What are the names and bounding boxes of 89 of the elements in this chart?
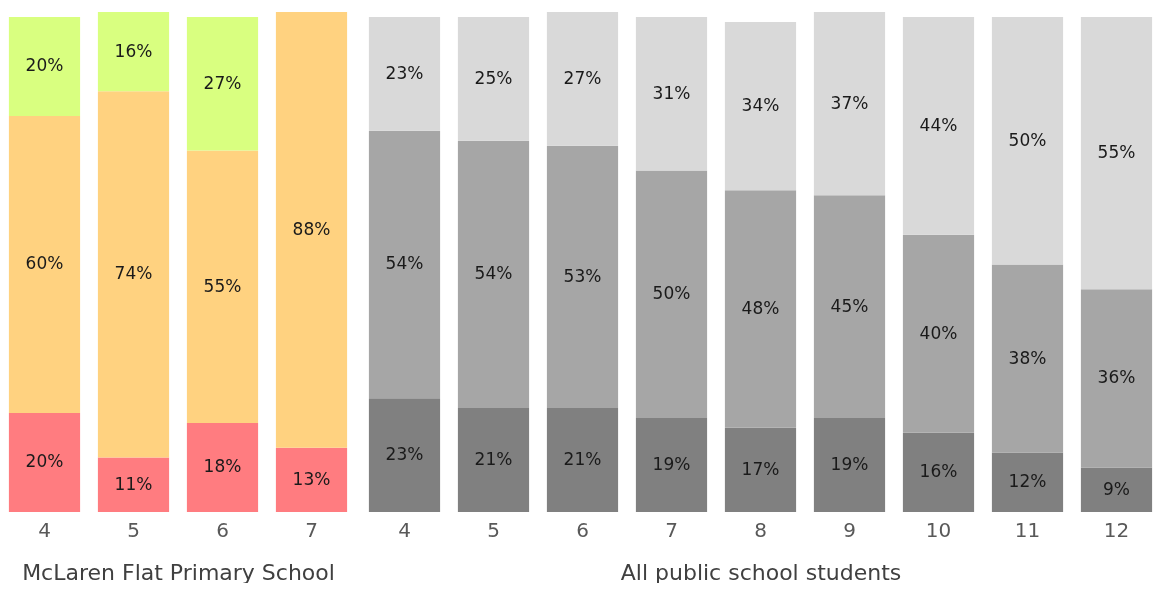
data-label: 74% [114, 263, 153, 284]
data-label: 13% [292, 468, 331, 489]
bar [186, 422, 259, 512]
data-label: 31% [652, 82, 691, 103]
bar [902, 432, 975, 512]
x-tick-label: 10 [925, 517, 952, 542]
bar [813, 195, 886, 418]
bar [902, 234, 975, 433]
data-label: 20% [25, 451, 64, 472]
data-label: 37% [830, 92, 869, 113]
bar [368, 16, 441, 131]
data-label: 53% [563, 265, 602, 286]
bar [186, 150, 259, 423]
bar [8, 412, 81, 512]
bar [724, 427, 797, 512]
data-label: 54% [385, 253, 424, 274]
x-tick-label: 5 [127, 517, 140, 542]
bar [97, 91, 170, 458]
bar [546, 12, 619, 146]
bar [813, 417, 886, 512]
x-tick-label: 9 [843, 517, 856, 542]
bar [1080, 289, 1153, 468]
bar [457, 16, 530, 141]
bar [635, 16, 708, 171]
bar [546, 408, 619, 512]
bar [546, 145, 619, 409]
data-label: 16% [114, 40, 153, 61]
bar [275, 447, 348, 512]
data-label: 50% [1008, 129, 1047, 150]
bar [902, 16, 975, 235]
data-label: 48% [741, 298, 780, 319]
data-label: 27% [563, 67, 602, 88]
data-label: 55% [203, 275, 242, 296]
data-label: 54% [474, 263, 513, 284]
bar [368, 398, 441, 512]
data-label: 45% [830, 295, 869, 316]
bar [97, 457, 170, 512]
data-label: 12% [1008, 471, 1047, 492]
bar [368, 130, 441, 399]
x-tick-label: 4 [38, 517, 51, 542]
x-tick-label: 7 [305, 517, 318, 542]
bar [991, 16, 1064, 265]
bar [635, 417, 708, 512]
bar [724, 21, 797, 191]
data-label: 88% [292, 218, 331, 239]
bar [635, 170, 708, 418]
bar [991, 452, 1064, 512]
bar [991, 264, 1064, 453]
data-label: 36% [1097, 367, 1136, 388]
x-tick-label: 8 [754, 517, 767, 542]
data-label: 16% [919, 461, 958, 482]
bar [8, 115, 81, 413]
data-label: 34% [741, 95, 780, 116]
x-tick-label: 6 [576, 517, 589, 542]
data-label: 19% [830, 453, 869, 474]
data-label: 25% [474, 67, 513, 88]
data-label: 21% [563, 449, 602, 470]
data-label: 21% [474, 449, 513, 470]
x-tick-label: 4 [398, 517, 411, 542]
x-tick-label: 5 [487, 517, 500, 542]
bar [97, 12, 170, 92]
bar [457, 408, 530, 512]
x-tick-label: 6 [216, 517, 229, 542]
data-label: 17% [741, 458, 780, 479]
data-label: 20% [25, 55, 64, 76]
data-label: 19% [652, 453, 691, 474]
data-label: 9% [1103, 478, 1130, 499]
bar [724, 190, 797, 428]
bar [813, 12, 886, 196]
data-label: 18% [203, 456, 242, 477]
data-label: 44% [919, 114, 958, 135]
bar [275, 12, 348, 448]
data-label: 55% [1097, 142, 1136, 163]
bar [1080, 16, 1153, 290]
bar [186, 16, 259, 151]
data-label: 27% [203, 72, 242, 93]
data-label: 60% [25, 253, 64, 274]
data-label: 40% [919, 322, 958, 343]
bar [457, 140, 530, 409]
data-label: 23% [385, 444, 424, 465]
data-label: 38% [1008, 347, 1047, 368]
data-label: 23% [385, 62, 424, 83]
data-label: 50% [652, 283, 691, 304]
bar [1080, 467, 1153, 512]
x-tick-label: 7 [665, 517, 678, 542]
x-tick-label: 11 [1014, 517, 1041, 542]
data-label: 11% [114, 473, 153, 494]
bar [8, 16, 81, 116]
x-tick-label: 12 [1103, 517, 1130, 542]
